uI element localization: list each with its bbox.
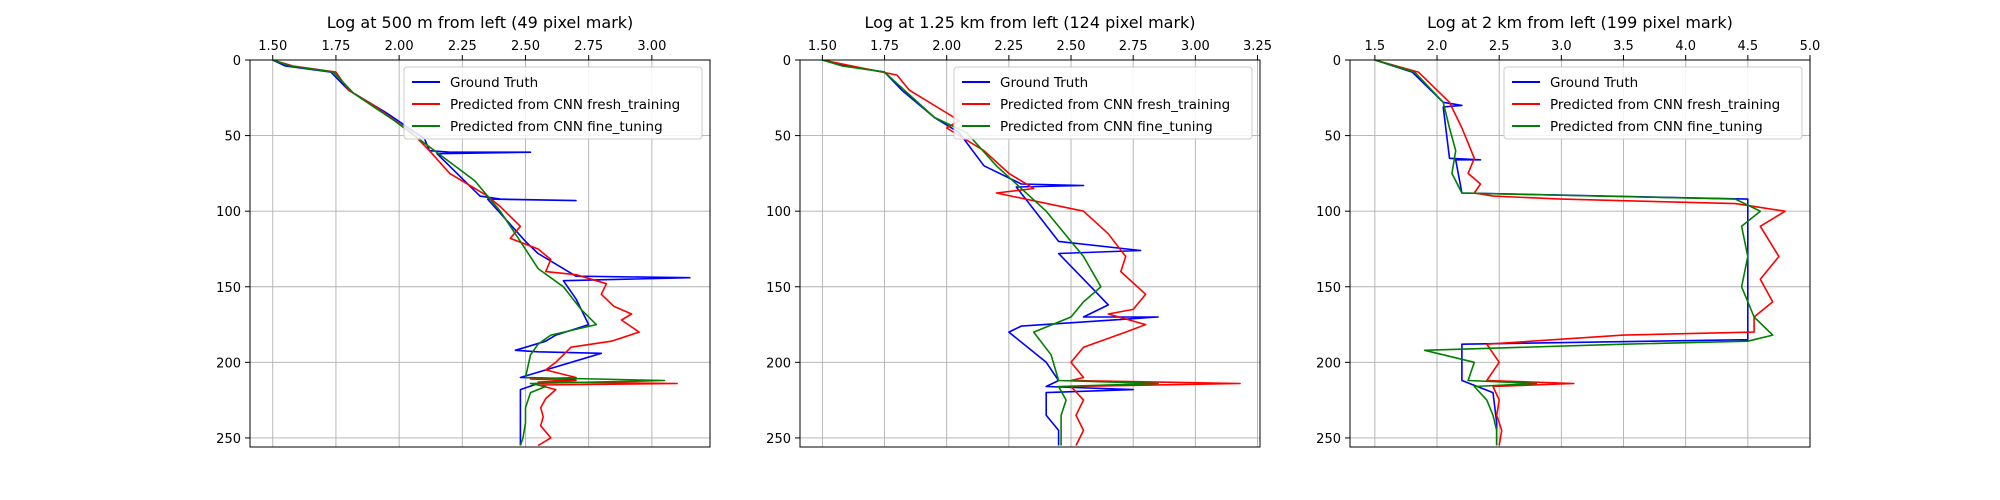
series-group: [272, 60, 691, 447]
x-tick-label: 1.75: [321, 39, 350, 54]
subplot-title: Log at 2 km from left (199 pixel mark): [1427, 13, 1733, 32]
subplot-title: Log at 500 m from left (49 pixel mark): [327, 13, 634, 32]
legend-label-truth: Ground Truth: [1000, 75, 1088, 91]
x-tick-label: 2.50: [511, 39, 540, 54]
legend-box: [1503, 66, 1803, 140]
series-line-predicted-from-cnn-fine-tuning: [822, 60, 1159, 446]
y-tick-label: 50: [1324, 130, 1341, 145]
legend: Ground Truth Predicted from CNN fresh_tra…: [1503, 66, 1803, 140]
y-tick-label: 250: [216, 432, 241, 447]
series-line-predicted-from-cnn-fine-tuning: [1374, 60, 1774, 446]
y-tick-label: 100: [766, 205, 791, 220]
legend-label-fine: Predicted from CNN fine_tuning: [1000, 119, 1213, 135]
legend-label-truth: Ground Truth: [1550, 75, 1638, 91]
x-tick-label: 1.50: [258, 39, 287, 54]
x-tick-label: 2.25: [448, 39, 477, 54]
series-group: [822, 60, 1241, 446]
axes-frame: [249, 59, 711, 448]
legend: Ground Truth Predicted from CNN fresh_tra…: [953, 66, 1253, 140]
x-tick-label: 2.75: [1119, 39, 1148, 54]
y-tick-label: 100: [216, 205, 241, 220]
subplot-2: Log at 1.25 km from left (124 pixel mark…: [766, 13, 1272, 448]
x-tick-label: 3.5: [1613, 39, 1634, 54]
x-tick-label: 2.00: [932, 39, 961, 54]
x-tick-label: 1.50: [808, 39, 837, 54]
y-tick-label: 250: [766, 432, 791, 447]
series-line-predicted-from-cnn-fine-tuning: [272, 60, 666, 446]
axes-frame: [799, 59, 1261, 448]
x-tick-label: 3.00: [1181, 39, 1210, 54]
legend-label-fine: Predicted from CNN fine_tuning: [450, 119, 663, 135]
x-tick-label: 2.5: [1489, 39, 1510, 54]
series-line-predicted-from-cnn-fresh-training: [272, 60, 678, 447]
y-tick-label: 150: [766, 281, 791, 296]
y-tick-label: 150: [1316, 281, 1341, 296]
subplot-1: Log at 500 m from left (49 pixel mark) 1.…: [216, 13, 711, 448]
x-tick-label: 5.0: [1800, 39, 1821, 54]
x-tick-label: 3.25: [1243, 39, 1272, 54]
x-tick-label: 2.0: [1427, 39, 1448, 54]
series-line-ground-truth: [272, 60, 691, 446]
y-tick-label: 250: [1316, 432, 1341, 447]
series-group: [1374, 60, 1786, 446]
legend-box: [403, 66, 703, 140]
series-line-ground-truth: [822, 60, 1159, 446]
y-tick-label: 200: [216, 356, 241, 371]
y-tick-label: 0: [1333, 54, 1341, 69]
legend-label-fresh: Predicted from CNN fresh_training: [1550, 97, 1780, 113]
legend: Ground Truth Predicted from CNN fresh_tra…: [403, 66, 703, 140]
y-tick-label: 200: [1316, 356, 1341, 371]
legend-label-fresh: Predicted from CNN fresh_training: [450, 97, 680, 113]
x-tick-label: 2.75: [574, 39, 603, 54]
legend-box: [953, 66, 1253, 140]
subplot-title: Log at 1.25 km from left (124 pixel mark…: [864, 13, 1195, 32]
y-tick-label: 50: [774, 130, 791, 145]
legend-label-fresh: Predicted from CNN fresh_training: [1000, 97, 1230, 113]
y-tick-label: 200: [766, 356, 791, 371]
x-tick-label: 1.5: [1365, 39, 1386, 54]
x-tick-label: 3.00: [637, 39, 666, 54]
y-tick-label: 150: [216, 281, 241, 296]
x-tick-label: 2.50: [1057, 39, 1086, 54]
x-tick-label: 4.0: [1675, 39, 1696, 54]
x-tick-label: 4.5: [1737, 39, 1758, 54]
legend-label-fine: Predicted from CNN fine_tuning: [1550, 119, 1763, 135]
y-tick-label: 0: [783, 54, 791, 69]
y-tick-label: 100: [1316, 205, 1341, 220]
y-tick-label: 50: [224, 130, 241, 145]
subplot-3: Log at 2 km from left (199 pixel mark) 1.…: [1316, 13, 1821, 448]
x-tick-label: 1.75: [870, 39, 899, 54]
legend-label-truth: Ground Truth: [450, 75, 538, 91]
x-tick-label: 3.0: [1551, 39, 1572, 54]
axes-frame: [1349, 59, 1811, 448]
x-tick-label: 2.25: [994, 39, 1023, 54]
series-line-predicted-from-cnn-fresh-training: [1374, 60, 1786, 446]
y-tick-label: 0: [233, 54, 241, 69]
x-tick-label: 2.00: [385, 39, 414, 54]
